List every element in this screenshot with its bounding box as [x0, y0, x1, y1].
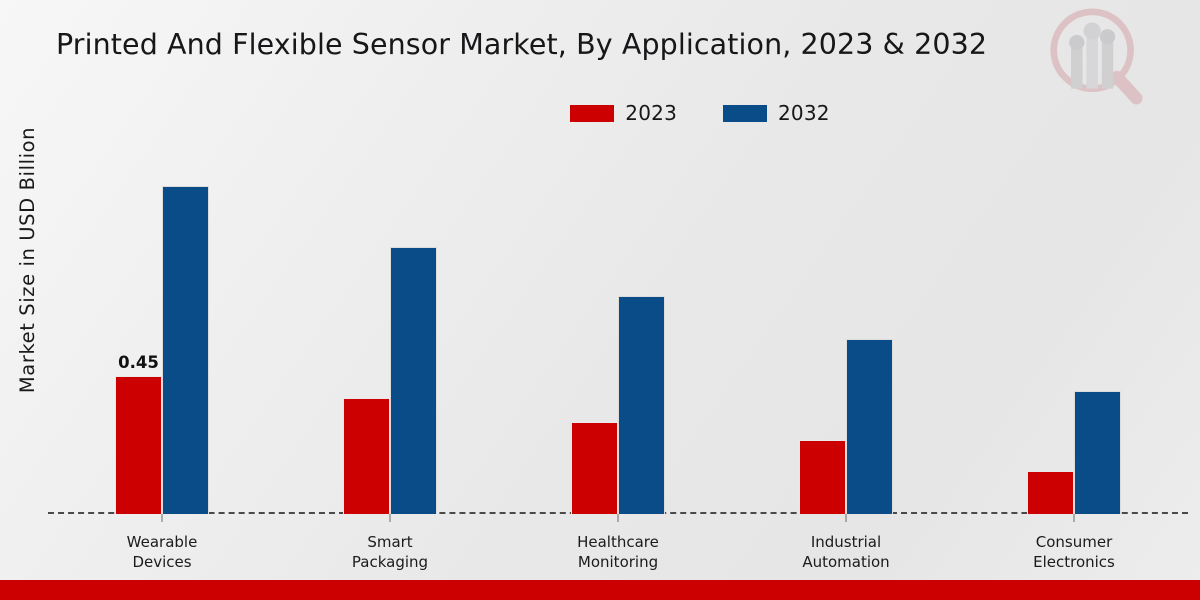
x-axis-category-label: Industrial Automation: [732, 532, 960, 572]
bar-pair: [276, 140, 504, 514]
bar-2023[interactable]: 0.45: [115, 353, 162, 514]
bar-2023[interactable]: [571, 422, 618, 514]
bar-groups: 0.45 Wearable Devices Smart Packaging Healthc…: [48, 140, 1188, 571]
category-label-line: Monitoring: [577, 553, 659, 571]
bar-2032[interactable]: [390, 247, 437, 514]
bar-group: Industrial Automation: [732, 140, 960, 571]
bar-pair: [504, 140, 732, 514]
category-label-line: Smart: [367, 533, 413, 551]
category-label-line: Electronics: [1033, 553, 1115, 571]
bar-group: 0.45 Wearable Devices: [48, 140, 276, 571]
y-axis-title: Market Size in USD Billion: [15, 126, 39, 394]
legend-swatch-2023: [570, 104, 615, 122]
legend-item-2032[interactable]: 2032: [723, 101, 830, 125]
bar-group: Smart Packaging: [276, 140, 504, 571]
bar-2023[interactable]: [1027, 471, 1074, 514]
plot-area: 0.45 Wearable Devices Smart Packaging Healthc…: [48, 140, 1188, 571]
legend-item-2023[interactable]: 2023: [570, 101, 677, 125]
legend-swatch-2032: [723, 104, 767, 122]
x-axis-category-label: Consumer Electronics: [960, 532, 1188, 572]
chart-title: Printed And Flexible Sensor Market, By A…: [56, 28, 988, 61]
x-axis-category-label: Wearable Devices: [48, 532, 276, 572]
category-label-line: Wearable: [126, 533, 198, 551]
legend-label-2023: 2023: [625, 101, 677, 125]
bar-pair: [960, 140, 1188, 514]
x-axis-category-label: Healthcare Monitoring: [504, 532, 732, 572]
x-axis-tick: [161, 514, 163, 522]
x-axis-tick: [617, 514, 619, 522]
category-label-line: Automation: [802, 553, 890, 571]
bar-value-label: 0.45: [118, 353, 159, 373]
bar-2032[interactable]: [618, 296, 665, 514]
bar-2023[interactable]: [343, 397, 390, 514]
category-label-line: Healthcare: [577, 533, 659, 551]
x-axis-category-label: Smart Packaging: [276, 532, 504, 572]
category-label-line: Devices: [132, 553, 192, 571]
bar-pair: [732, 140, 960, 514]
x-axis-tick: [1073, 514, 1075, 522]
chart-legend: 2023 2032: [0, 101, 1200, 125]
bar-2032[interactable]: [1074, 391, 1121, 514]
footer-accent-bar: [0, 580, 1200, 600]
category-label-line: Packaging: [351, 553, 429, 571]
bar-2032[interactable]: [846, 339, 893, 514]
bar-2023[interactable]: [799, 440, 846, 514]
category-label-line: Consumer: [1035, 533, 1113, 551]
bar-group: Consumer Electronics: [960, 140, 1188, 571]
legend-label-2032: 2032: [778, 101, 830, 125]
x-axis-tick: [389, 514, 391, 522]
x-axis-tick: [845, 514, 847, 522]
category-label-line: Industrial: [810, 533, 882, 551]
bar-pair: 0.45: [48, 140, 276, 514]
bar-group: Healthcare Monitoring: [504, 140, 732, 571]
bar-2032[interactable]: [162, 185, 209, 514]
